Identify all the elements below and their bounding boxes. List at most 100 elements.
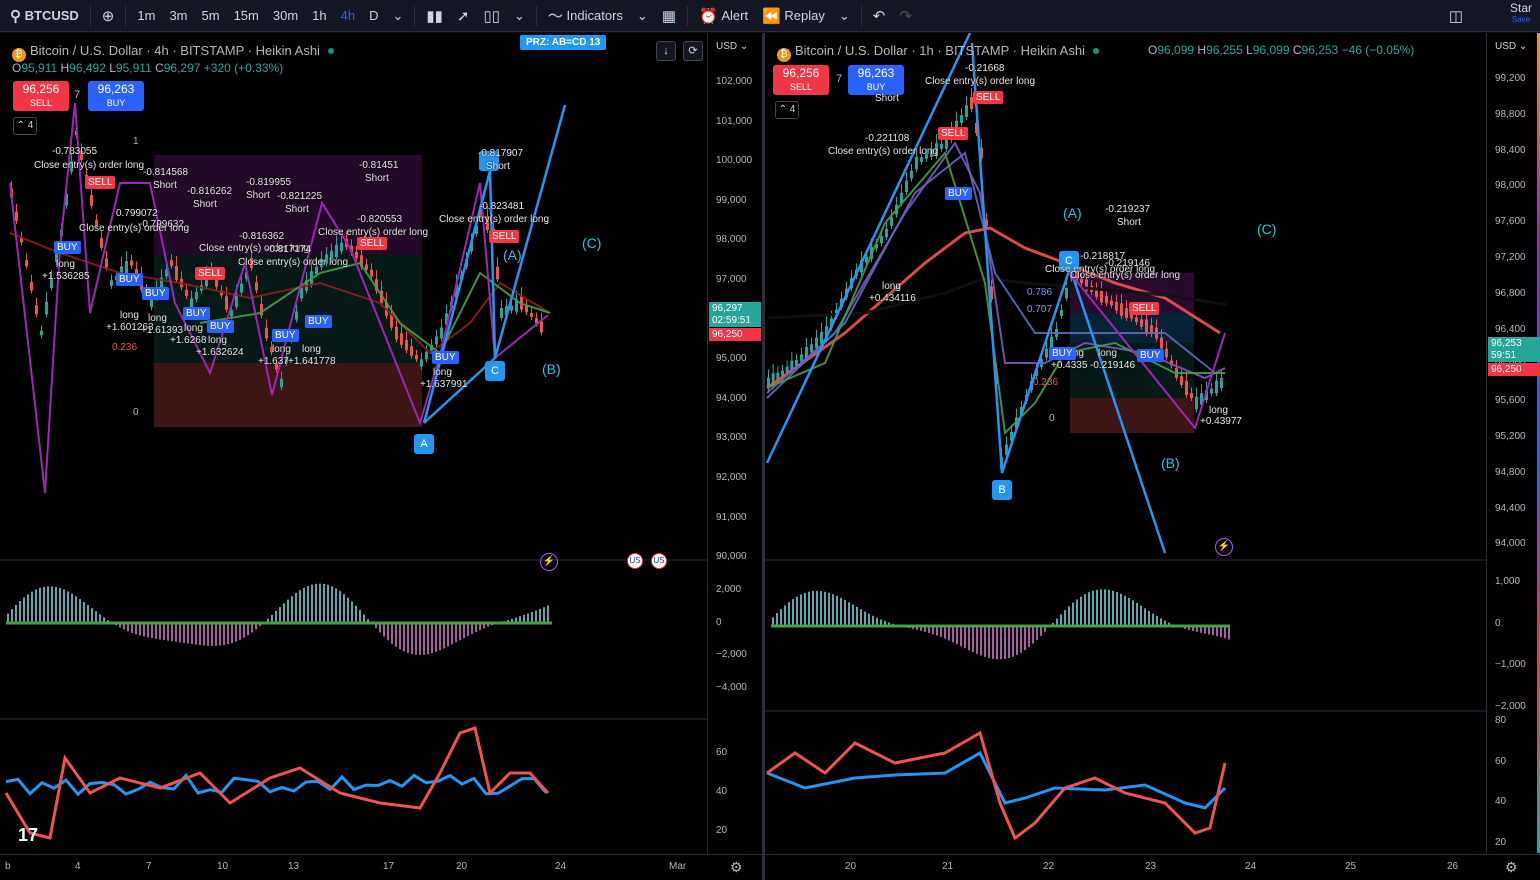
annotation: Close entry(s) order long: [199, 243, 310, 254]
us-flag-event-icon[interactable]: US: [627, 553, 643, 569]
candle-body: [500, 308, 503, 318]
candle-body: [395, 326, 398, 340]
right-collapse-button[interactable]: ⌃ 4: [775, 101, 799, 119]
gear-icon[interactable]: ⚙: [1505, 859, 1518, 875]
right-sell-button[interactable]: 96,256 SELL: [773, 65, 829, 95]
replay-label: Replay: [784, 8, 825, 23]
pattern-point-c: C: [1059, 251, 1079, 271]
right-buy-button[interactable]: 96,263 BUY: [848, 65, 904, 95]
left-buy-button[interactable]: 96,263 BUY: [88, 81, 144, 111]
price-tick-label: 99,200: [1495, 73, 1526, 84]
star-save-button[interactable]: Star Save: [1510, 2, 1532, 26]
candle-body: [810, 344, 813, 352]
right-price-axis[interactable]: USD ⌄ 99,200 98,800 98,400 98,000 97,600 97,2…: [1486, 33, 1540, 853]
price-tick-label: 94,400: [1495, 502, 1526, 514]
annotation: Close entry(s) order long: [439, 214, 550, 225]
us-flag-event-icon[interactable]: US: [651, 553, 667, 569]
pane-divider[interactable]: [762, 33, 765, 880]
candle-body: [400, 333, 403, 345]
price-tick-label: 98,000: [716, 234, 747, 246]
right-time-axis[interactable]: 20 21 22 23 24 25 26: [765, 854, 1540, 880]
add-symbol-button[interactable]: ⊕: [95, 0, 122, 32]
interval-1m[interactable]: 1m: [137, 8, 156, 23]
indicators-dropdown[interactable]: ⌄: [630, 0, 655, 32]
candle-body: [230, 309, 233, 317]
current-price-tag: 96,297: [709, 302, 761, 315]
layout-button[interactable]: ▦: [655, 0, 683, 32]
gear-icon[interactable]: ⚙: [730, 859, 743, 875]
lightning-event-icon[interactable]: ⚡: [540, 553, 558, 571]
candle-body: [440, 327, 443, 339]
right-chart-canvas[interactable]: [765, 33, 1540, 880]
star-label: Star: [1509, 1, 1532, 15]
scroll-down-button[interactable]: ↓: [656, 41, 676, 61]
symbol-search[interactable]: ⚲ BTCUSD: [0, 0, 86, 32]
reset-button[interactable]: ⟳: [683, 41, 703, 61]
left-chart-pane[interactable]: ₿ Bitcoin / U.S. Dollar · 4h · BITSTAMP ·…: [0, 33, 762, 880]
macd-tick-label: −2,000: [716, 649, 747, 661]
annotation: -0.823481: [479, 201, 525, 212]
interval-30m[interactable]: 30m: [272, 8, 299, 23]
candle-body: [1005, 444, 1008, 455]
lightning-event-icon[interactable]: ⚡: [1215, 538, 1233, 556]
time-tick-label: 13: [288, 861, 300, 872]
candle-body: [260, 303, 263, 316]
layout-split-button[interactable]: ◫: [1442, 0, 1470, 32]
position-zone: [154, 363, 422, 427]
candle-body: [935, 143, 938, 156]
interval-15m[interactable]: 15m: [233, 8, 259, 23]
candle-body: [535, 318, 538, 324]
right-chart-pane[interactable]: ₿ Bitcoin / U.S. Dollar · 1h · BITSTAMP ·…: [765, 33, 1540, 880]
interval-5m[interactable]: 5m: [201, 8, 220, 23]
chevron-down-icon: ⌄: [514, 7, 525, 23]
candle-body: [370, 269, 373, 277]
candle-body: [1210, 388, 1213, 394]
candle-body: [915, 156, 918, 170]
replay-button[interactable]: ⏪ Replay: [755, 0, 832, 32]
price-tick-label: 99,000: [716, 194, 747, 206]
replay-dropdown[interactable]: ⌄: [832, 0, 857, 32]
rsi-signal-line: [5, 772, 548, 797]
moving-average-line: [766, 276, 1228, 320]
wave-c-label: (C): [1257, 221, 1277, 237]
chart-type-dropdown[interactable]: ⌄: [507, 0, 532, 32]
left-price-axis[interactable]: USD ⌄ 102,000 101,000 100,000 99,000 98,000 9…: [707, 33, 762, 853]
position-zone: [1070, 398, 1194, 433]
candle-body: [35, 305, 38, 315]
time-tick-label: 26: [1447, 861, 1459, 872]
left-time-axis[interactable]: b 4 7 10 13 17 20 24 Mar: [0, 854, 762, 880]
interval-1h[interactable]: 1h: [312, 8, 327, 23]
annotation: -0.819955: [246, 177, 292, 188]
redo-button[interactable]: ↷: [892, 0, 919, 32]
undo-button[interactable]: ↶: [866, 0, 893, 32]
candle-body: [771, 373, 775, 387]
fib-0236-label: 0.236: [1033, 377, 1059, 388]
interval-dropdown[interactable]: ⌄: [385, 0, 410, 32]
candle-body: [410, 346, 413, 356]
candle-body: [525, 305, 528, 313]
candle-body: [776, 372, 780, 380]
market-open-dot-icon: [1092, 48, 1099, 54]
line-style-button[interactable]: ➚: [450, 0, 477, 32]
interval-3m[interactable]: 3m: [169, 8, 188, 23]
currency-selector[interactable]: USD ⌄: [1495, 41, 1528, 52]
buy-signal: BUY: [945, 187, 972, 200]
price-tick-label: 92,000: [716, 472, 747, 483]
left-collapse-button[interactable]: ⌃ 4: [13, 117, 37, 135]
interval-4h[interactable]: 4h: [340, 8, 356, 23]
bar-style-button[interactable]: ▮▮: [419, 0, 450, 32]
macd-tick-label: 2,000: [716, 584, 742, 595]
interval-d[interactable]: D: [369, 8, 379, 23]
indicators-button[interactable]: 〜 Indicators: [541, 0, 630, 32]
annotation: +1.536285: [42, 271, 90, 282]
annotation: Close entry(s) order long: [925, 76, 1036, 87]
candle-style-button[interactable]: ▯▯: [476, 0, 507, 32]
candle-body: [265, 327, 268, 339]
candle-body: [40, 330, 43, 336]
currency-selector[interactable]: USD ⌄: [716, 41, 749, 52]
alert-button[interactable]: ⏰ Alert: [692, 0, 755, 32]
annotation: long: [148, 313, 167, 324]
rsi-tick-label: 60: [1495, 755, 1507, 767]
left-sell-button[interactable]: 96,256 SELL: [13, 81, 69, 111]
pattern-line: [422, 104, 567, 424]
